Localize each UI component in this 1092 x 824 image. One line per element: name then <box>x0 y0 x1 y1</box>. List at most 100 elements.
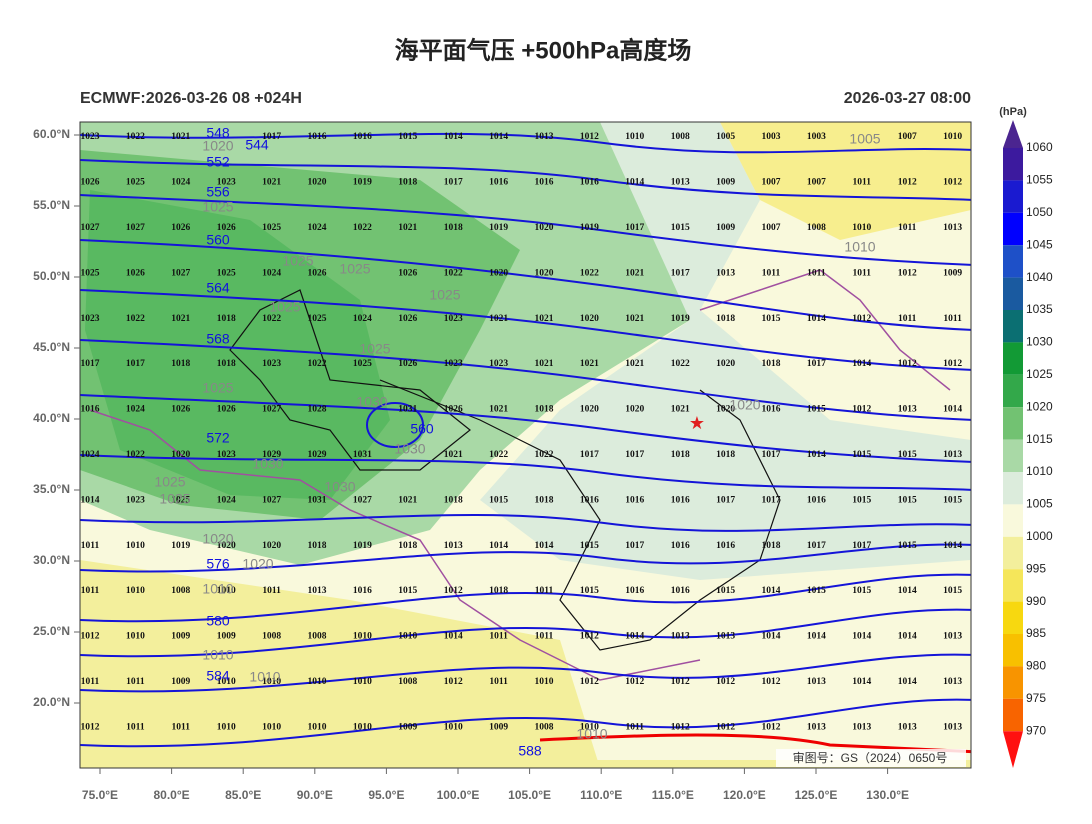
pressure-value: 1017 <box>126 359 145 369</box>
pressure-value: 1015 <box>716 586 735 596</box>
pressure-value: 1024 <box>262 268 281 278</box>
pressure-value: 1015 <box>943 495 962 505</box>
pressure-value: 1023 <box>444 359 463 369</box>
pressure-value: 1021 <box>625 359 644 369</box>
pressure-value: 1014 <box>81 495 100 505</box>
pressure-value: 1010 <box>126 586 145 596</box>
pressure-value: 1019 <box>580 223 599 233</box>
pressure-value: 1026 <box>217 405 236 415</box>
pressure-value: 1013 <box>716 268 735 278</box>
colorbar-label: 970 <box>1026 723 1046 737</box>
pressure-value: 1021 <box>535 359 554 369</box>
pressure-value: 1015 <box>580 586 599 596</box>
pressure-value: 1013 <box>807 722 826 732</box>
pressure-value: 1014 <box>444 632 463 642</box>
pressure-value: 1020 <box>171 450 190 460</box>
pressure-value: 1014 <box>852 677 871 687</box>
pressure-value: 1010 <box>535 677 554 687</box>
height-contour <box>80 653 971 693</box>
pressure-value: 1021 <box>444 450 463 460</box>
pressure-value: 1008 <box>308 632 327 642</box>
colorbar-swatch <box>1003 569 1023 602</box>
pressure-value: 1013 <box>716 632 735 642</box>
pressure-value: 1026 <box>171 223 190 233</box>
isobar-label: 1010 <box>202 581 233 597</box>
height-contour <box>80 289 971 371</box>
lat-label: 30.0°N <box>33 553 70 567</box>
isobar-label: 1030 <box>324 479 355 495</box>
pressure-value: 1026 <box>444 405 463 415</box>
pressure-value: 1019 <box>171 541 190 551</box>
colorbar-swatch <box>1003 407 1023 440</box>
pressure-value: 1025 <box>217 268 236 278</box>
pressure-value: 1014 <box>943 541 962 551</box>
pressure-value: 1022 <box>126 450 145 460</box>
isobar-label: 1025 <box>282 253 313 269</box>
pressure-value: 1009 <box>489 722 508 732</box>
pressure-value: 1016 <box>762 405 781 415</box>
pressure-value: 1021 <box>625 314 644 324</box>
pressure-value: 1016 <box>580 178 599 188</box>
pressure-value: 1011 <box>898 314 917 324</box>
colorbar-swatch <box>1003 601 1023 634</box>
colorbar-label: 1040 <box>1026 270 1053 284</box>
run-info: ECMWF:2026-03-26 08 +024H <box>80 90 302 107</box>
pressure-value: 1023 <box>217 450 236 460</box>
pressure-value: 1014 <box>943 405 962 415</box>
pressure-value: 1024 <box>353 314 372 324</box>
height-label: 560 <box>206 232 230 248</box>
isobar-label: 1025 <box>429 287 460 303</box>
pressure-value: 1008 <box>398 677 417 687</box>
pressure-value: 1025 <box>126 178 145 188</box>
pressure-value: 1012 <box>81 722 100 732</box>
pressure-value: 1018 <box>398 541 417 551</box>
pressure-value: 1024 <box>81 450 100 460</box>
pressure-value: 1011 <box>535 632 554 642</box>
pressure-value: 1009 <box>398 722 417 732</box>
pressure-value: 1011 <box>898 223 917 233</box>
pressure-value: 1027 <box>353 495 372 505</box>
pressure-value: 1014 <box>444 132 463 142</box>
colorbar-swatch <box>1003 536 1023 570</box>
pressure-value: 1013 <box>898 405 917 415</box>
pressure-value: 1012 <box>852 405 871 415</box>
pressure-value: 1021 <box>580 359 599 369</box>
colorbar-bottom <box>1003 731 1023 768</box>
pressure-value: 1012 <box>762 677 781 687</box>
pressure-value: 1018 <box>671 450 690 460</box>
pressure-value: 1014 <box>625 178 644 188</box>
pressure-value: 1025 <box>81 268 100 278</box>
pressure-value: 1017 <box>580 450 599 460</box>
lat-label: 35.0°N <box>33 482 70 496</box>
pressure-value: 1022 <box>535 450 554 460</box>
isobar-label: 1030 <box>252 456 283 472</box>
pressure-value: 1012 <box>580 677 599 687</box>
pressure-value: 1020 <box>716 359 735 369</box>
isobar-label: 1025 <box>339 261 370 277</box>
pressure-value: 1016 <box>625 586 644 596</box>
pressure-value: 1012 <box>852 314 871 324</box>
pressure-value: 1010 <box>308 722 327 732</box>
pressure-value: 1022 <box>353 223 372 233</box>
pressure-value: 1024 <box>171 178 190 188</box>
capital-star: ★ <box>689 413 705 433</box>
pressure-value: 1026 <box>126 268 145 278</box>
pressure-value: 1018 <box>444 223 463 233</box>
pressure-value: 1021 <box>535 314 554 324</box>
pressure-value: 1022 <box>126 132 145 142</box>
lon-label: 80.0°E <box>154 788 190 802</box>
lon-label: 75.0°E <box>82 788 118 802</box>
pressure-value: 1018 <box>535 495 554 505</box>
pressure-value: 1007 <box>807 178 826 188</box>
pressure-value: 1018 <box>398 178 417 188</box>
pressure-value: 1020 <box>489 268 508 278</box>
pressure-value: 1010 <box>262 677 281 687</box>
isobar-label: 1010 <box>249 669 280 685</box>
pressure-value: 1015 <box>762 314 781 324</box>
colorbar-swatch <box>1003 666 1023 699</box>
pressure-value: 1013 <box>807 677 826 687</box>
pressure-value: 1017 <box>625 541 644 551</box>
pressure-value: 1012 <box>81 632 100 642</box>
pressure-value: 1023 <box>262 359 281 369</box>
colorbar-label: 1030 <box>1026 335 1053 349</box>
